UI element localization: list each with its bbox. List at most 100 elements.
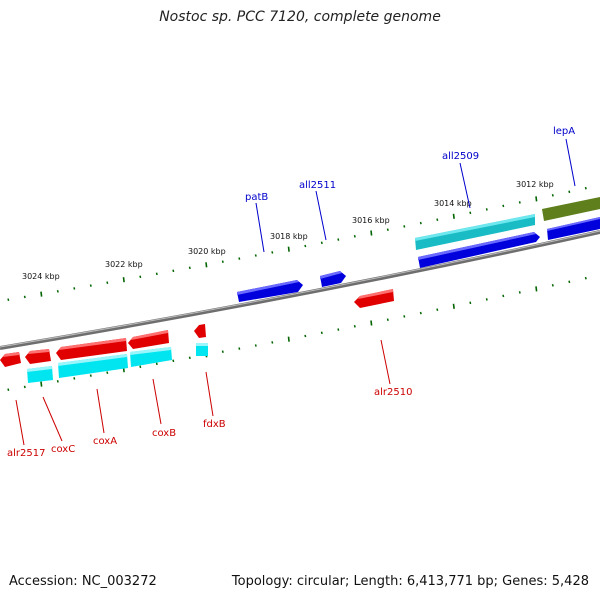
scale-tick <box>419 311 422 315</box>
scale-label: 3020 kbp <box>188 247 226 256</box>
gene-label-alr2517[interactable]: alr2517 <box>7 448 45 459</box>
scale-tick <box>353 235 356 238</box>
scale-tick <box>89 374 92 377</box>
gene-label-all2511[interactable]: all2511 <box>299 180 336 191</box>
scale-ticks-upper <box>7 186 587 301</box>
scale-tick <box>469 301 472 305</box>
scale-tick <box>419 221 422 225</box>
gene-label-coxA[interactable]: coxA <box>93 436 117 447</box>
scale-tick <box>436 218 439 221</box>
scale-tick <box>106 371 109 374</box>
scale-tick <box>320 331 323 335</box>
scale-tick <box>535 196 538 202</box>
scale-tick <box>56 380 59 383</box>
forward-gene-alr2517[interactable] <box>0 352 21 367</box>
scale-tick <box>568 280 571 284</box>
scale-tick <box>122 277 125 283</box>
reverse-gene-all2511[interactable] <box>320 271 346 287</box>
scale-tick <box>155 272 158 276</box>
scale-tick <box>7 298 10 301</box>
scale-tick <box>73 377 76 380</box>
scale-tick <box>172 269 175 273</box>
scale-tick <box>106 281 109 284</box>
scale-tick <box>551 284 554 287</box>
scale-tick <box>188 356 191 360</box>
scale-label: 3024 kbp <box>22 272 60 281</box>
gene-label-all2509[interactable]: all2509 <box>442 151 479 162</box>
scale-tick <box>502 294 505 298</box>
scale-tick <box>337 328 340 331</box>
scale-label: 3022 kbp <box>105 260 143 269</box>
forward-gene-alr2510[interactable] <box>354 289 394 308</box>
reverse-gene-all2509[interactable] <box>415 214 540 268</box>
scale-tick <box>452 303 455 309</box>
gene-label-fdxB[interactable]: fdxB <box>203 419 226 430</box>
scale-tick <box>518 201 521 204</box>
forward-gene-fdxB[interactable] <box>194 324 208 356</box>
scale-tick <box>353 325 356 328</box>
scale-tick <box>238 257 241 260</box>
scale-tick <box>568 190 571 194</box>
scale-tick <box>337 238 340 241</box>
scale-tick <box>40 291 43 297</box>
scale-label: 3014 kbp <box>434 199 472 208</box>
scale-tick <box>188 266 191 270</box>
scale-tick <box>403 225 406 228</box>
scale-tick <box>304 244 307 248</box>
reverse-gene-lepA[interactable] <box>542 197 600 240</box>
scale-tick <box>469 211 472 215</box>
scale-tick <box>502 204 505 208</box>
scale-label: 3012 kbp <box>516 180 554 189</box>
scale-tick <box>551 194 554 197</box>
scale-tick <box>271 251 274 254</box>
scale-tick <box>155 362 158 366</box>
scale-tick <box>56 290 59 293</box>
genome-summary-text: Topology: circular; Length: 6,413,771 bp… <box>231 574 589 589</box>
gene-label-alr2510[interactable]: alr2510 <box>374 387 412 398</box>
scale-tick <box>370 320 373 326</box>
scale-tick <box>238 347 241 350</box>
scale-tick <box>485 208 488 211</box>
scale-tick <box>386 318 389 321</box>
forward-gene-coxA[interactable] <box>56 338 128 378</box>
scale-tick <box>535 286 538 292</box>
scale-tick <box>73 287 76 290</box>
scale-tick <box>271 341 274 344</box>
scale-tick <box>370 230 373 236</box>
map-title: Nostoc sp. PCC 7120, complete genome <box>159 9 441 25</box>
scale-tick <box>287 336 290 342</box>
reverse-gene-patB[interactable] <box>237 280 303 302</box>
scale-tick <box>436 308 439 311</box>
scale-tick <box>172 359 175 363</box>
scale-tick <box>7 388 10 391</box>
scale-tick <box>40 381 43 387</box>
genome-backbone <box>0 230 600 350</box>
scale-tick <box>23 385 26 389</box>
scale-tick <box>386 228 389 231</box>
scale-tick <box>139 365 142 369</box>
scale-tick <box>320 241 323 245</box>
scale-tick <box>221 260 224 263</box>
gene-label-lepA[interactable]: lepA <box>553 126 575 137</box>
scale-tick <box>452 213 455 219</box>
scale-tick <box>254 344 257 347</box>
gene-label-patB[interactable]: patB <box>245 192 268 203</box>
scale-tick <box>287 246 290 252</box>
gene-label-coxC[interactable]: coxC <box>51 444 75 455</box>
scale-tick <box>254 254 257 257</box>
forward-gene-coxB[interactable] <box>128 330 172 367</box>
scale-tick <box>485 298 488 301</box>
scale-tick <box>518 291 521 294</box>
scale-label: 3018 kbp <box>270 232 308 241</box>
scale-tick <box>89 284 92 287</box>
scale-tick <box>584 276 587 280</box>
accession-text: Accession: NC_003272 <box>9 574 157 589</box>
forward-gene-coxC[interactable] <box>25 349 53 383</box>
gene-label-coxB[interactable]: coxB <box>152 428 176 439</box>
scale-tick <box>205 262 208 268</box>
scale-tick <box>304 334 307 338</box>
scale-tick <box>584 186 587 190</box>
scale-label: 3016 kbp <box>352 216 390 225</box>
scale-tick <box>23 295 26 299</box>
